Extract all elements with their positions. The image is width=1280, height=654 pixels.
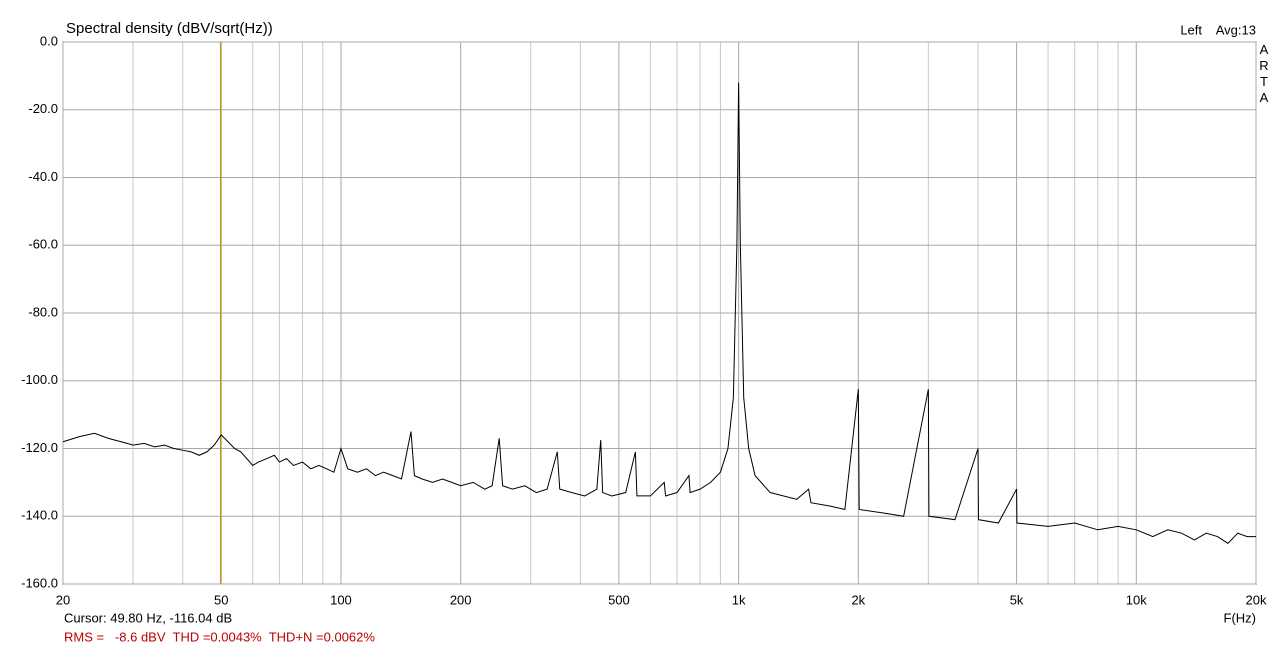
channel: Left [1180, 22, 1202, 37]
measurements: RMS = -8.6 dBV THD =0.0043% THD+N =0.006… [64, 629, 375, 644]
y-tick-label: -40.0 [28, 169, 58, 184]
y-tick-label: -140.0 [21, 508, 58, 523]
x-tick-label: 100 [330, 592, 352, 607]
cursor-readout: Cursor: 49.80 Hz, -116.04 dB [64, 610, 232, 625]
averages: Avg:13 [1216, 22, 1256, 37]
y-tick-label: -60.0 [28, 237, 58, 252]
y-tick-label: -120.0 [21, 440, 58, 455]
x-tick-label: 500 [608, 592, 630, 607]
x-tick-label: 20 [56, 592, 70, 607]
x-tick-label: 50 [214, 592, 228, 607]
chart-title: Spectral density (dBV/sqrt(Hz)) [66, 20, 273, 37]
y-tick-label: -160.0 [21, 575, 58, 590]
y-tick-label: -20.0 [28, 101, 58, 116]
brand: ARTA [1259, 42, 1269, 105]
y-tick-label: 0.0 [40, 33, 58, 48]
spectrum-line [62, 82, 1256, 544]
x-axis-label: F(Hz) [1224, 610, 1257, 625]
y-tick-label: -80.0 [28, 304, 58, 319]
x-tick-label: 200 [450, 592, 472, 607]
x-tick-label: 10k [1126, 592, 1147, 607]
x-tick-label: 2k [851, 592, 865, 607]
y-tick-label: -100.0 [21, 372, 58, 387]
x-tick-label: 1k [732, 592, 746, 607]
x-tick-label: 20k [1246, 592, 1267, 607]
x-tick-label: 5k [1010, 592, 1024, 607]
